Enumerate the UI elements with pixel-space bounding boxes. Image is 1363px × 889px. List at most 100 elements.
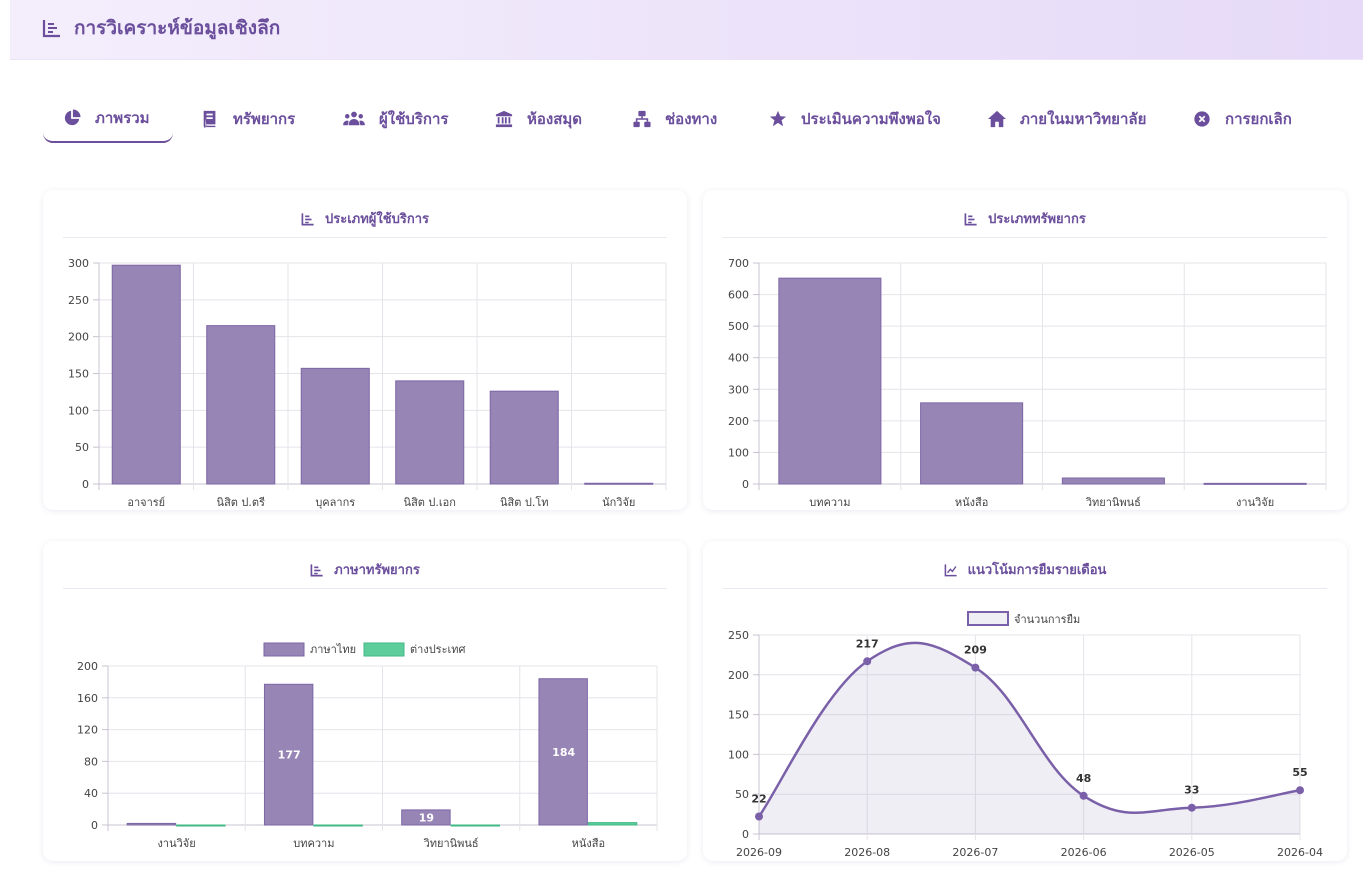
tab-channels[interactable]: ช่องทาง bbox=[633, 95, 717, 143]
network-icon bbox=[633, 110, 651, 128]
data-point bbox=[971, 663, 980, 672]
tab-label: ผู้ใช้บริการ bbox=[379, 110, 449, 128]
y-tick-label: 200 bbox=[728, 669, 749, 682]
tab-internal[interactable]: ภายในมหาวิทยาลัย bbox=[988, 95, 1146, 143]
page-header: การวิเคราะห์ข้อมูลเชิงลึก bbox=[10, 0, 1363, 60]
bar bbox=[206, 325, 276, 485]
bar bbox=[300, 367, 370, 485]
bar bbox=[584, 482, 654, 485]
y-tick-label: 100 bbox=[68, 404, 89, 417]
data-label: 209 bbox=[964, 644, 987, 657]
user-types-card: ประเภทผู้ใช้บริการ 0 50 100 150 200 250 300 อาจ… bbox=[43, 190, 687, 510]
y-tick-label: 0 bbox=[91, 819, 98, 832]
x-tick-label: นิสิต ป.ตรี bbox=[217, 496, 265, 509]
bar bbox=[395, 380, 465, 485]
y-tick-label: 250 bbox=[68, 294, 89, 307]
library-icon bbox=[495, 110, 513, 128]
monthly-trend-card: แนวโน้มการยืมรายเดือน 0 50 100 150 200 250 202… bbox=[703, 541, 1347, 861]
bar bbox=[401, 809, 451, 826]
data-point bbox=[863, 657, 872, 666]
book-icon bbox=[203, 110, 216, 128]
tab-overview[interactable]: ภาพรวม bbox=[43, 95, 173, 143]
card-title: ประเภททรัพยากร bbox=[988, 212, 1086, 227]
tab-satisfaction[interactable]: ประเมินความพึงพอใจ bbox=[769, 95, 941, 143]
x-tick-label: 2026-09 bbox=[736, 846, 782, 859]
tab-label: การยกเลิก bbox=[1225, 110, 1292, 128]
y-tick-label: 100 bbox=[728, 748, 749, 761]
data-point bbox=[1079, 791, 1088, 800]
bar bbox=[587, 822, 638, 826]
data-label: 19 bbox=[419, 811, 434, 824]
y-tick-label: 500 bbox=[728, 320, 749, 333]
x-tick-label: 2026-05 bbox=[1169, 846, 1215, 859]
x-tick-label: หนังสือ bbox=[955, 496, 988, 509]
card-header: ภาษาทรัพยากร bbox=[63, 551, 667, 589]
card-title: ประเภทผู้ใช้บริการ bbox=[325, 212, 429, 227]
y-tick-label: 50 bbox=[75, 441, 89, 454]
bar bbox=[1203, 482, 1307, 485]
data-label: 184 bbox=[552, 746, 575, 759]
data-point bbox=[1187, 803, 1196, 812]
y-tick-label: 0 bbox=[742, 478, 749, 491]
legend-label: ภาษาไทย bbox=[310, 643, 356, 656]
tab-label: ทรัพยากร bbox=[233, 110, 296, 128]
bar bbox=[920, 402, 1024, 485]
y-tick-label: 120 bbox=[77, 724, 98, 737]
x-tick-label: 2026-08 bbox=[844, 846, 890, 859]
x-tick-label: 2026-06 bbox=[1061, 846, 1107, 859]
bar-chart-icon bbox=[310, 563, 323, 576]
x-tick-label: 2026-04 bbox=[1277, 846, 1323, 859]
x-tick-label: บทความ bbox=[293, 837, 334, 850]
card-title: ภาษาทรัพยากร bbox=[334, 563, 420, 578]
tab-resources[interactable]: ทรัพยากร bbox=[201, 95, 295, 143]
pie-chart-icon bbox=[64, 109, 81, 126]
data-label: 48 bbox=[1076, 772, 1091, 785]
tab-label: ประเมินความพึงพอใจ bbox=[801, 110, 941, 128]
y-tick-label: 80 bbox=[84, 755, 98, 768]
bar bbox=[489, 390, 559, 485]
y-tick-label: 40 bbox=[84, 787, 98, 800]
star-icon bbox=[769, 110, 787, 127]
bar-chart-icon bbox=[301, 212, 314, 225]
monthly-trend-chart: 0 50 100 150 200 250 2026-09 2026-08 2026-07 2026… bbox=[728, 611, 1323, 859]
bar bbox=[1061, 477, 1165, 485]
y-tick-label: 50 bbox=[735, 788, 749, 801]
legend-label: จำนวนการยืม bbox=[1014, 613, 1080, 626]
resource-language-chart: 0 40 80 120 160 200 งานวิจัย บทความ วิทยานิพนธ์ ห… bbox=[77, 642, 658, 850]
tab-label: ห้องสมุด bbox=[527, 110, 583, 128]
legend-swatch bbox=[263, 642, 305, 657]
y-tick-label: 0 bbox=[742, 828, 749, 841]
area-fill bbox=[759, 642, 1300, 834]
x-tick-label: หนังสือ bbox=[572, 837, 605, 850]
y-tick-label: 300 bbox=[728, 383, 749, 396]
legend-swatch bbox=[363, 642, 405, 657]
y-tick-label: 600 bbox=[728, 289, 749, 302]
bar bbox=[126, 822, 177, 826]
page-title-text: การวิเคราะห์ข้อมูลเชิงลึก bbox=[74, 17, 281, 39]
bar bbox=[263, 683, 314, 826]
tab-users[interactable]: ผู้ใช้บริการ bbox=[343, 95, 448, 143]
user-types-chart: 0 50 100 150 200 250 300 อาจารย์ นิสิต ป.ตรี บุคล… bbox=[68, 257, 667, 509]
bar bbox=[778, 277, 882, 485]
legend-swatch bbox=[967, 611, 1009, 626]
tab-label: ช่องทาง bbox=[665, 110, 718, 128]
resource-language-card: ภาษาทรัพยากร 0 40 80 120 160 200 งานวิจัย บทควา… bbox=[43, 541, 687, 861]
tab-cancellation[interactable]: การยกเลิก bbox=[1193, 95, 1292, 143]
users-icon bbox=[343, 111, 365, 126]
card-header: ประเภทผู้ใช้บริการ bbox=[63, 200, 667, 238]
x-tick-label: นิสิต ป.เอก bbox=[404, 496, 456, 509]
x-tick-label: วิทยานิพนธ์ bbox=[423, 837, 479, 850]
x-tick-label: วิทยานิพนธ์ bbox=[1085, 496, 1141, 509]
data-point bbox=[755, 812, 763, 821]
data-point bbox=[1296, 786, 1304, 795]
tab-library[interactable]: ห้องสมุด bbox=[495, 95, 582, 143]
y-tick-label: 100 bbox=[728, 446, 749, 459]
bar bbox=[111, 264, 181, 485]
bar bbox=[538, 678, 588, 826]
data-label: 33 bbox=[1184, 784, 1199, 797]
data-label: 177 bbox=[278, 749, 301, 762]
y-tick-label: 200 bbox=[77, 660, 98, 673]
x-tick-label: บทความ bbox=[809, 496, 850, 509]
data-label: 22 bbox=[751, 792, 766, 805]
y-tick-label: 250 bbox=[728, 629, 749, 642]
